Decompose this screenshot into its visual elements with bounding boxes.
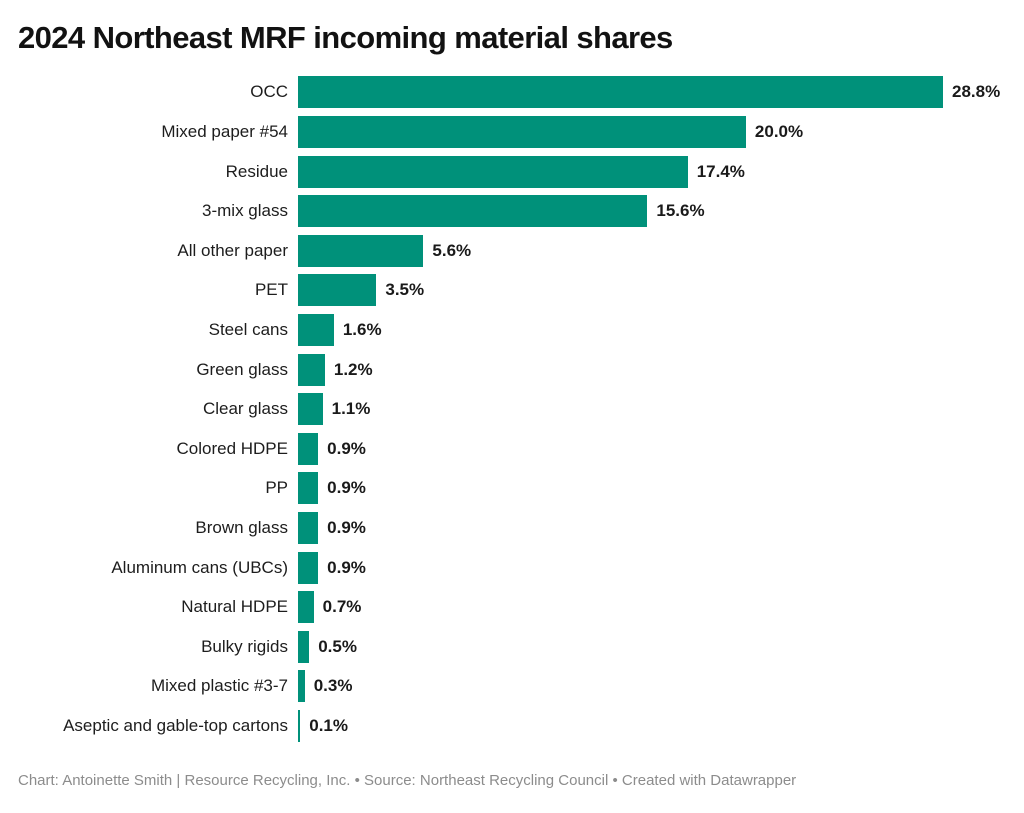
category-label: PET: [254, 280, 288, 300]
bar: [298, 116, 746, 149]
category-label: Aluminum cans (UBCs): [111, 557, 288, 577]
category-label: All other paper: [177, 240, 288, 260]
bar-chart: OCC 28.8% Mixed paper #54 20.0% Residue 17.4%…: [18, 72, 1006, 746]
footer-source-label: Source:: [364, 771, 416, 789]
bar-row: Bulky rigids 0.5%: [18, 627, 1006, 667]
bar: [298, 709, 301, 742]
value-label: 17.4%: [696, 161, 745, 181]
value-label: 1.2%: [333, 359, 373, 379]
bar-track: 5.6%: [298, 234, 1006, 267]
category-label: Mixed paper #54: [161, 122, 288, 142]
value-label: 15.6%: [656, 201, 705, 221]
bar: [298, 353, 325, 386]
bar-track: 17.4%: [298, 155, 1006, 188]
bar: [298, 274, 377, 307]
bar-row: 3-mix glass 15.6%: [18, 191, 1006, 231]
value-label: 1.6%: [342, 320, 382, 339]
value-label: 3.5%: [385, 280, 425, 300]
bar-row: All other paper 5.6%: [18, 231, 1006, 271]
bar: [298, 393, 323, 426]
bar-row: Aluminum cans (UBCs) 0.9%: [18, 548, 1006, 588]
footer-chart-label: Chart:: [18, 771, 59, 789]
bar-track: 1.2%: [298, 353, 1006, 386]
category-label: Clear glass: [202, 399, 288, 419]
footer-bullet: •: [612, 771, 618, 789]
value-label: 0.7%: [322, 597, 362, 617]
category-label: Colored HDPE: [176, 438, 289, 458]
bar-row: Steel cans 1.6%: [18, 310, 1006, 350]
bar-row: Colored HDPE 0.9%: [18, 429, 1006, 469]
bar: [298, 155, 688, 188]
bar-track: 15.6%: [298, 195, 1006, 228]
value-label: 0.9%: [327, 517, 366, 537]
category-label: 3-mix glass: [202, 201, 288, 221]
value-label: 0.1%: [309, 715, 348, 735]
chart-title: 2024 Northeast MRF incoming material sha…: [18, 20, 673, 55]
category-label: Green glass: [196, 359, 288, 379]
value-label: 5.6%: [432, 240, 472, 260]
category-label: Bulky rigids: [201, 636, 288, 656]
bar-row: OCC 28.8%: [18, 73, 1006, 113]
bar-row: PET 3.5%: [18, 271, 1006, 311]
category-label: Natural HDPE: [181, 597, 288, 617]
bar-row: PP 0.9%: [18, 469, 1006, 509]
value-label: 20.0%: [754, 122, 804, 142]
bar-track: 0.9%: [298, 432, 1006, 465]
bar-track: 3.5%: [298, 274, 1006, 307]
bar-track: 0.9%: [298, 472, 1006, 505]
footer-bullet: •: [354, 771, 360, 789]
bar-track: 28.8%: [298, 76, 1006, 109]
bar: [298, 432, 319, 465]
bar: [298, 551, 319, 584]
category-label: Residue: [225, 161, 288, 181]
bar-row: Mixed paper #54 20.0%: [18, 112, 1006, 152]
footer-source-link[interactable]: Northeast Recycling Council: [419, 771, 609, 789]
bar-track: 20.0%: [298, 116, 1006, 149]
bar: [298, 670, 305, 703]
bar-track: 0.1%: [298, 709, 1006, 742]
bar: [298, 195, 648, 228]
value-label: 28.8%: [952, 82, 1001, 102]
bar-track: 0.9%: [298, 511, 1006, 544]
footer-chart-credit: Antoinette Smith | Resource Recycling, I…: [62, 771, 351, 789]
bar-track: 1.1%: [298, 393, 1006, 426]
bar: [298, 630, 310, 663]
bar-row: Natural HDPE 0.7%: [18, 587, 1006, 627]
category-label: PP: [265, 478, 288, 498]
bar-row: Clear glass 1.1%: [18, 389, 1006, 429]
bar: [298, 511, 319, 544]
chart-card: 2024 Northeast MRF incoming material sha…: [18, 20, 1006, 746]
category-label: Brown glass: [195, 517, 288, 537]
bar: [298, 76, 943, 109]
bar-track: 0.3%: [298, 670, 1006, 703]
bar-row: Aseptic and gable-top cartons 0.1%: [18, 706, 1006, 746]
footer-datawrapper-link[interactable]: Created with Datawrapper: [621, 771, 797, 789]
value-label: 1.1%: [331, 399, 371, 419]
category-label: Steel cans: [208, 320, 288, 339]
value-label: 0.3%: [313, 676, 353, 696]
bar-row: Mixed plastic #3-7 0.3%: [18, 667, 1006, 707]
value-label: 0.9%: [327, 478, 366, 498]
value-label: 0.9%: [327, 438, 366, 458]
category-label: Aseptic and gable-top cartons: [63, 715, 288, 735]
category-label: OCC: [250, 82, 288, 102]
bar: [298, 314, 334, 346]
bar-row: Brown glass 0.9%: [18, 508, 1006, 548]
bar-row: Green glass 1.2%: [18, 350, 1006, 390]
bar-track: 0.9%: [298, 551, 1006, 584]
value-label: 0.5%: [318, 636, 357, 656]
bar-track: 1.6%: [298, 314, 1006, 346]
value-label: 0.9%: [327, 557, 366, 577]
bar-row: Residue 17.4%: [18, 152, 1006, 192]
bar: [298, 591, 314, 624]
category-label: Mixed plastic #3-7: [150, 676, 288, 696]
bar-track: 0.5%: [298, 630, 1006, 663]
bar: [298, 234, 424, 267]
bar-track: 0.7%: [298, 591, 1006, 624]
chart-footer: Chart: Antoinette Smith | Resource Recyc…: [0, 772, 1024, 789]
bar: [298, 472, 319, 505]
